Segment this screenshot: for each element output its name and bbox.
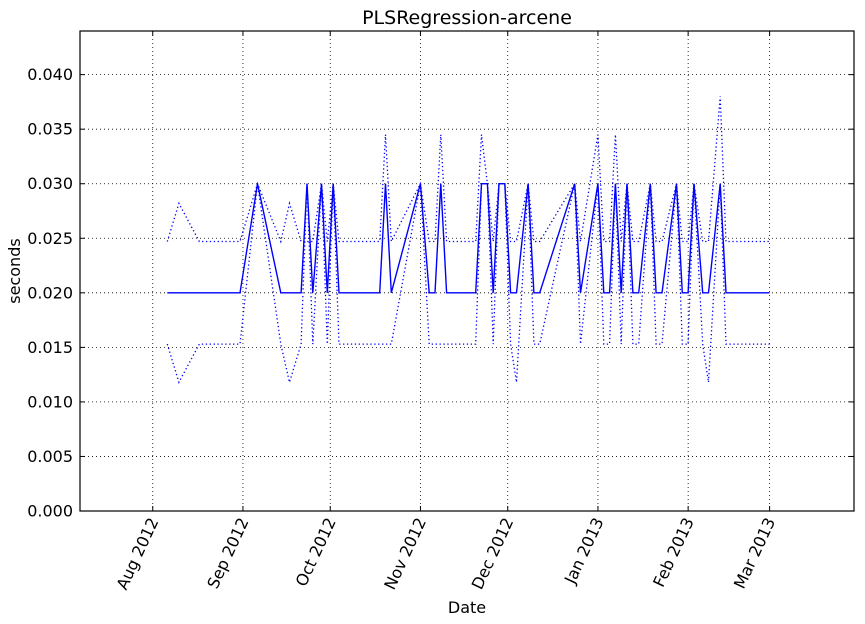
y-tick-label: 0.035 xyxy=(27,120,73,139)
plot-frame xyxy=(79,30,855,512)
series-layer xyxy=(166,96,770,385)
x-axis-label: Date xyxy=(448,598,486,617)
y-tick-label: 0.040 xyxy=(27,65,73,84)
y-tick-label: 0.025 xyxy=(27,229,73,248)
y-tick-label: 0.030 xyxy=(27,174,73,193)
y-tick-label: 0.000 xyxy=(27,502,73,521)
series-line-1 xyxy=(167,182,770,294)
y-tick-labels: 0.000 0.005 0.010 0.015 0.020 0.025 0.030 0.035… xyxy=(27,65,73,520)
series-line-3 xyxy=(166,183,770,385)
y-tick-label: 0.015 xyxy=(27,338,73,357)
y-axis-label: seconds xyxy=(5,238,24,303)
y-tick-label: 0.020 xyxy=(27,283,73,302)
y-tick-label: 0.005 xyxy=(27,447,73,466)
y-tick-label: 0.010 xyxy=(27,392,73,411)
chart-title: PLSRegression-arcene xyxy=(362,7,572,29)
tick-marks xyxy=(80,31,854,512)
